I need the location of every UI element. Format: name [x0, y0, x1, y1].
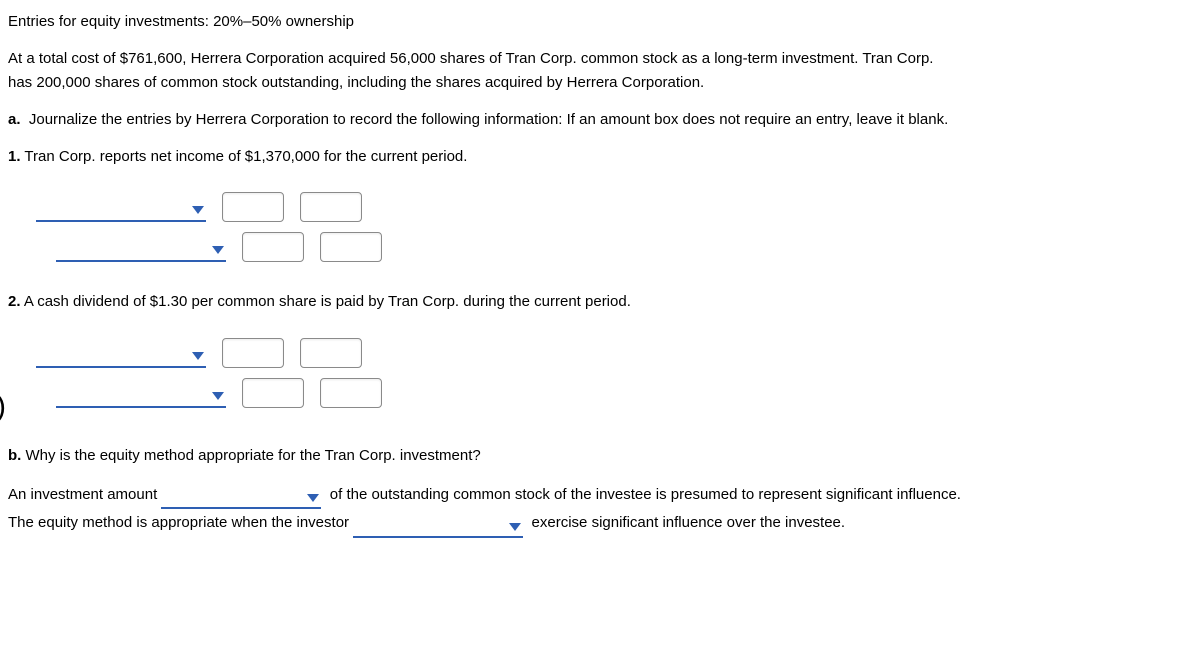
inline-dropdown-percent[interactable] [161, 485, 321, 509]
journal-entry-1 [36, 182, 1192, 262]
account-dropdown[interactable] [56, 380, 226, 408]
question-1: 1. Tran Corp. reports net income of $1,3… [8, 145, 1192, 168]
account-dropdown[interactable] [36, 194, 206, 222]
debit-input[interactable] [242, 378, 304, 408]
je1-row-2 [56, 222, 1192, 262]
account-dropdown[interactable] [56, 234, 226, 262]
answer-line-1: An investment amount of the outstanding … [8, 481, 1192, 538]
part-b-text: Why is the equity method appropriate for… [26, 447, 481, 464]
je1-row-1 [36, 182, 1192, 222]
debit-input[interactable] [242, 232, 304, 262]
part-b-label: b. [8, 447, 21, 464]
chevron-down-icon [509, 523, 521, 531]
inline-dropdown-can[interactable] [353, 514, 523, 538]
credit-input[interactable] [300, 192, 362, 222]
chevron-down-icon [192, 206, 204, 214]
part-a-text: Journalize the entries by Herrera Corpor… [29, 111, 948, 128]
q1-text: Tran Corp. reports net income of $1,370,… [24, 148, 467, 165]
page-title: Entries for equity investments: 20%–50% … [8, 10, 1192, 33]
part-a-label: a. [8, 111, 21, 128]
ans1-pre: An investment amount [8, 486, 157, 503]
debit-input[interactable] [222, 192, 284, 222]
side-paren-decor: ) [0, 390, 6, 424]
intro-line-2: has 200,000 shares of common stock outst… [8, 74, 704, 91]
part-a: a. Journalize the entries by Herrera Cor… [8, 108, 1192, 131]
part-b-question: b. Why is the equity method appropriate … [8, 444, 1192, 467]
je2-row-2 [56, 368, 1192, 408]
chevron-down-icon [212, 246, 224, 254]
intro-paragraph: At a total cost of $761,600, Herrera Cor… [8, 47, 1192, 94]
intro-line-1: At a total cost of $761,600, Herrera Cor… [8, 50, 933, 67]
q2-label: 2. [8, 293, 21, 310]
ans2-pre: The equity method is appropriate when th… [8, 514, 349, 531]
account-dropdown[interactable] [36, 340, 206, 368]
credit-input[interactable] [320, 378, 382, 408]
question-page: Entries for equity investments: 20%–50% … [0, 0, 1200, 548]
chevron-down-icon [307, 494, 319, 502]
je2-row-1 [36, 328, 1192, 368]
ans1-post: of the outstanding common stock of the i… [330, 486, 961, 503]
chevron-down-icon [212, 392, 224, 400]
chevron-down-icon [192, 352, 204, 360]
part-b: b. Why is the equity method appropriate … [8, 444, 1192, 538]
credit-input[interactable] [320, 232, 382, 262]
q1-label: 1. [8, 148, 21, 165]
q2-text: A cash dividend of $1.30 per common shar… [24, 293, 631, 310]
credit-input[interactable] [300, 338, 362, 368]
journal-entry-2 [36, 328, 1192, 408]
ans2-post: exercise significant influence over the … [532, 514, 846, 531]
question-2: 2. A cash dividend of $1.30 per common s… [8, 290, 1192, 313]
debit-input[interactable] [222, 338, 284, 368]
